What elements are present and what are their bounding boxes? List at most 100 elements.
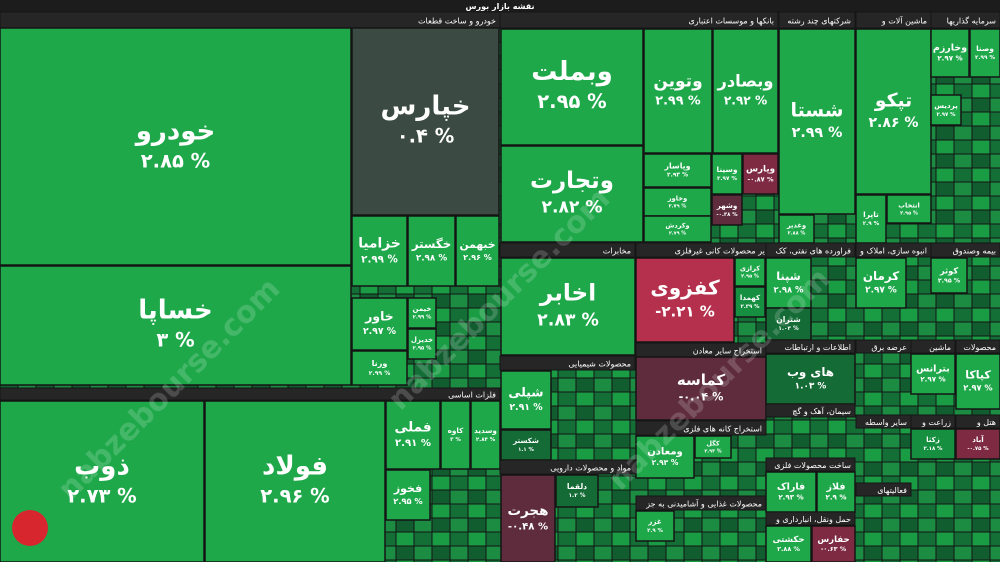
tile	[635, 435, 695, 479]
tile-name: وخارزم	[933, 42, 967, 53]
tile-name: وتوین	[653, 72, 702, 92]
sector-name: زراعت و	[921, 418, 951, 427]
tile-change: ۲.۹۳ %	[778, 493, 803, 502]
sector-name: محصولات شیمیایی	[568, 360, 631, 369]
tile-change: ۱.۰۳ %	[795, 382, 827, 392]
tile-name: انتخاب	[898, 201, 919, 209]
tile	[204, 400, 386, 562]
tile-change: ۲.۹۹ %	[792, 125, 843, 141]
tile	[635, 356, 767, 421]
tile	[500, 257, 636, 356]
tile-change: ۲.۹۹ %	[361, 253, 398, 265]
tile	[385, 469, 431, 521]
tile-name: فاراک	[777, 481, 805, 492]
sector-header	[910, 414, 956, 429]
tile-name: وبصادر	[716, 72, 773, 91]
sector-name: ساخت محصولات فلزی	[774, 461, 851, 470]
tile-change: -۰.۷۵ %	[967, 446, 989, 452]
tile	[500, 429, 552, 461]
tile	[643, 215, 712, 243]
sector-name: خودرو و ساخت قطعات	[418, 17, 496, 26]
sector-name: استخراج سایر معادن	[693, 347, 762, 356]
tile-name: کماسه	[677, 371, 726, 389]
tile-change: ۲.۸۸ %	[777, 545, 800, 553]
tile-change: ۲.۸۲ %	[542, 198, 603, 218]
sector-name: سایر واسطه	[865, 418, 907, 427]
tile-change: ۰.۴ %	[397, 125, 455, 148]
tile-change: ۲.۹۶ %	[463, 253, 492, 262]
logo	[12, 510, 48, 546]
tile	[0, 27, 352, 266]
tile-change: -۲.۲۱ %	[655, 303, 715, 321]
tile-name: وخاور	[667, 194, 687, 202]
tile-change: ۲.۹۹ %	[369, 370, 391, 377]
tile	[955, 428, 1000, 460]
tile-change: ۲.۷۳ %	[67, 485, 136, 508]
tile	[500, 145, 644, 243]
tile-change: ۲.۹۷ %	[963, 383, 992, 393]
tile-change: ۲.۹۵ %	[393, 496, 422, 506]
tile-change: ۲.۹۹ %	[975, 55, 995, 61]
tile-change: -۰.۶۳ %	[821, 545, 847, 553]
sector-name: سایر محصولات کانی غیرفلزی	[675, 247, 775, 256]
tiles: خودرو و ساخت قطعات خودرو ۲.۸۵ % خساپا ۳ % خپا…	[0, 11, 1000, 562]
tile-name: حکشتی	[772, 535, 804, 545]
tile-name: تپکو	[874, 91, 912, 112]
tile	[765, 525, 812, 562]
sector-header	[910, 339, 956, 354]
tile-change: ۲.۹۳ %	[652, 458, 679, 467]
tile-change: -۰.۳۸ %	[716, 212, 738, 218]
tile	[407, 297, 437, 329]
tile-name: وکردش	[665, 221, 689, 229]
tile-change: ۲.۹ %	[826, 493, 847, 502]
tile-name: خگستر	[411, 237, 451, 252]
sector-header	[955, 339, 1000, 354]
tile-change: -۰.۴۸ %	[508, 522, 548, 533]
tile-change: ۲.۷۹ %	[669, 204, 687, 210]
tile	[351, 215, 408, 287]
sector-name: محصولات	[963, 343, 996, 352]
tile-name: وغدیر	[786, 221, 806, 229]
sector-header	[855, 482, 912, 497]
tile-change: ۲.۹۷ %	[936, 112, 956, 118]
tile	[910, 428, 956, 460]
sector-header	[499, 11, 779, 29]
tile	[930, 257, 968, 294]
tile-change: ۲.۷۹ %	[669, 230, 686, 236]
sector-header	[765, 339, 856, 354]
sector-header	[955, 414, 1000, 429]
tile-name: وتجارت	[530, 168, 614, 194]
tile-change: ۲.۸۵ %	[141, 150, 210, 173]
tile-name: شتران	[776, 315, 800, 324]
tile	[470, 400, 501, 470]
tile-name: شکستر	[512, 436, 539, 445]
sector-header	[0, 387, 501, 401]
tile	[711, 153, 743, 195]
tile-name: غزر	[647, 517, 662, 526]
tile	[500, 474, 556, 562]
tile	[440, 400, 471, 470]
tile	[351, 27, 500, 216]
tile-change: ۲.۹۹ %	[655, 94, 701, 109]
sector-header	[499, 355, 636, 371]
tile	[500, 28, 644, 146]
tile-change: ۲.۹۲ %	[724, 93, 767, 107]
tile-change: ۲.۸۴ %	[476, 437, 496, 443]
tile-name: کاوه	[448, 426, 465, 435]
tile-change: -۰.۸۷ %	[747, 175, 773, 183]
tile-change: ۱.۰۳ %	[778, 325, 799, 332]
sector-header	[778, 11, 856, 29]
tile-change: ۲.۸۳ %	[537, 310, 599, 330]
tile	[643, 28, 713, 154]
tile-change: ۲.۹۷ %	[920, 375, 945, 384]
tile	[855, 194, 887, 244]
sector-name: انبوه سازی، املاک و	[859, 247, 927, 256]
tile-name: دلقما	[567, 482, 587, 491]
sector-name: فراورده های نفتی، کک	[776, 247, 852, 256]
tile-name: خاور	[364, 310, 393, 324]
tile-name: خودرو	[134, 117, 216, 147]
tile-name: بترانس	[916, 363, 950, 374]
sector-name: فعالیتهای	[877, 486, 907, 495]
tile-change: ۲.۹۵ %	[938, 278, 961, 285]
